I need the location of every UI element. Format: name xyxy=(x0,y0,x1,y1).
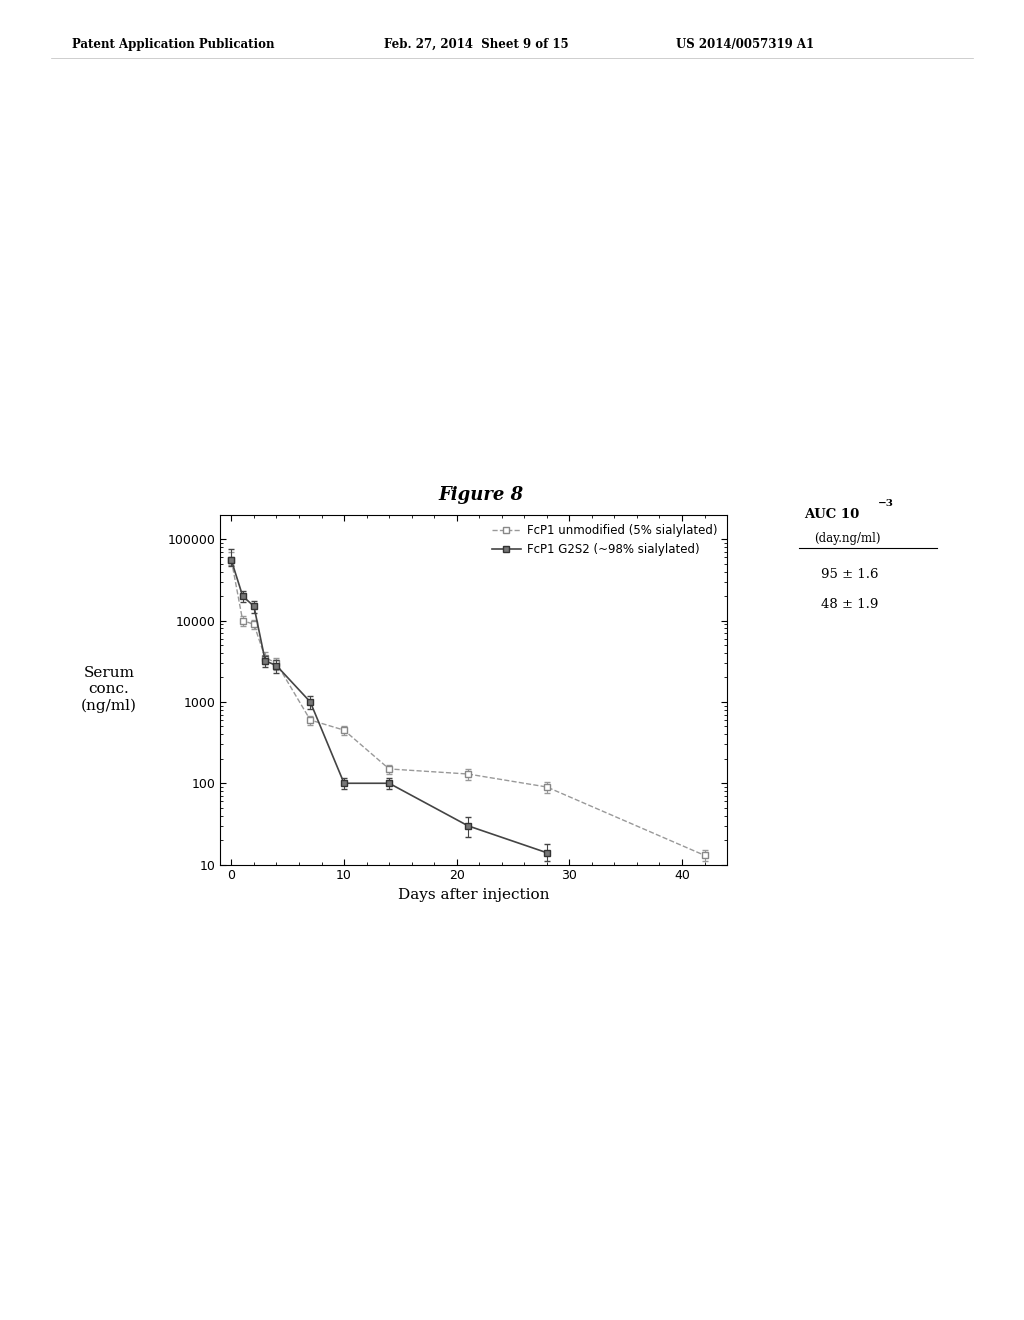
Y-axis label: Serum
conc.
(ng/ml): Serum conc. (ng/ml) xyxy=(81,667,137,713)
Text: −3: −3 xyxy=(878,499,894,508)
Text: 48 ± 1.9: 48 ± 1.9 xyxy=(821,598,879,611)
Text: 95 ± 1.6: 95 ± 1.6 xyxy=(821,568,879,581)
Text: (day.ng/ml): (day.ng/ml) xyxy=(814,532,881,545)
Text: Feb. 27, 2014  Sheet 9 of 15: Feb. 27, 2014 Sheet 9 of 15 xyxy=(384,37,568,50)
Text: AUC 10: AUC 10 xyxy=(804,508,859,521)
Text: Patent Application Publication: Patent Application Publication xyxy=(72,37,274,50)
Legend: FcP1 unmodified (5% sialylated), FcP1 G2S2 (~98% sialylated): FcP1 unmodified (5% sialylated), FcP1 G2… xyxy=(488,520,721,560)
Text: US 2014/0057319 A1: US 2014/0057319 A1 xyxy=(676,37,814,50)
Text: Figure 8: Figure 8 xyxy=(438,486,524,504)
X-axis label: Days after injection: Days after injection xyxy=(398,888,549,902)
